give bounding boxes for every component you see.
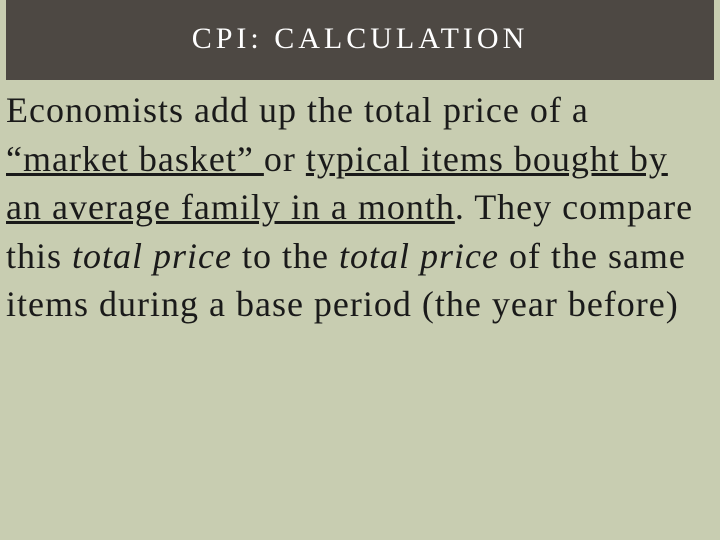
body-segment: Economists add up the total price of a: [6, 90, 589, 130]
body-segment: to the: [232, 236, 339, 276]
slide-title: CPI: CALCULATION: [192, 22, 529, 55]
body-segment-italic: total price: [339, 236, 499, 276]
slide-title-bar: CPI: CALCULATION: [6, 0, 714, 80]
body-segment: or: [264, 139, 306, 179]
body-segment-italic: total price: [72, 236, 232, 276]
slide-body: Economists add up the total price of a “…: [0, 80, 720, 329]
body-segment-underline: “market basket”: [6, 139, 264, 179]
